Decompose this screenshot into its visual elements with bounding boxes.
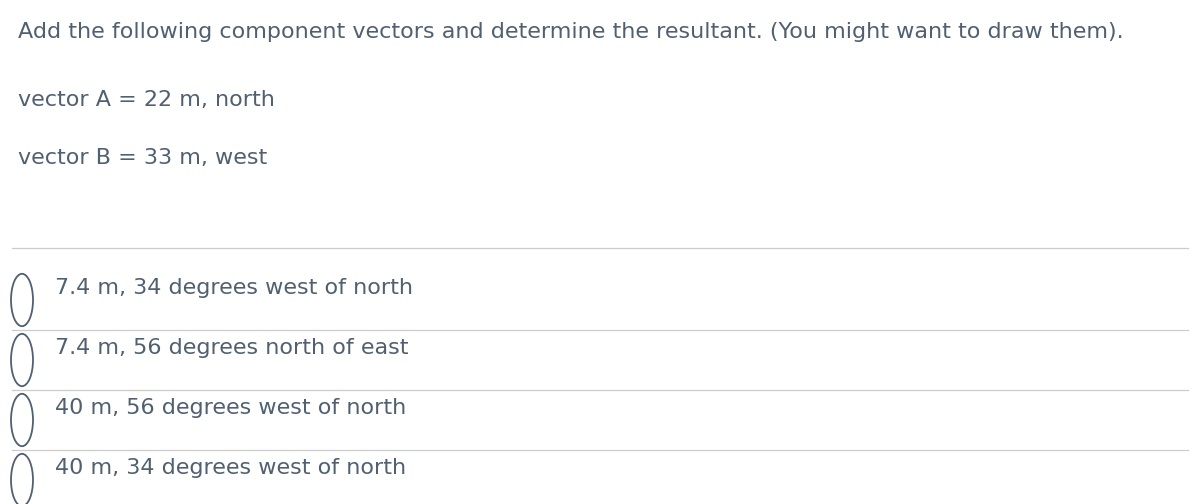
Text: 7.4 m, 34 degrees west of north: 7.4 m, 34 degrees west of north [55,278,413,298]
Text: 7.4 m, 56 degrees north of east: 7.4 m, 56 degrees north of east [55,338,408,358]
Text: 40 m, 56 degrees west of north: 40 m, 56 degrees west of north [55,398,407,418]
Text: vector B = 33 m, west: vector B = 33 m, west [18,148,268,168]
Text: Add the following component vectors and determine the resultant. (You might want: Add the following component vectors and … [18,22,1123,42]
Text: vector A = 22 m, north: vector A = 22 m, north [18,90,275,110]
Text: 40 m, 34 degrees west of north: 40 m, 34 degrees west of north [55,458,406,478]
